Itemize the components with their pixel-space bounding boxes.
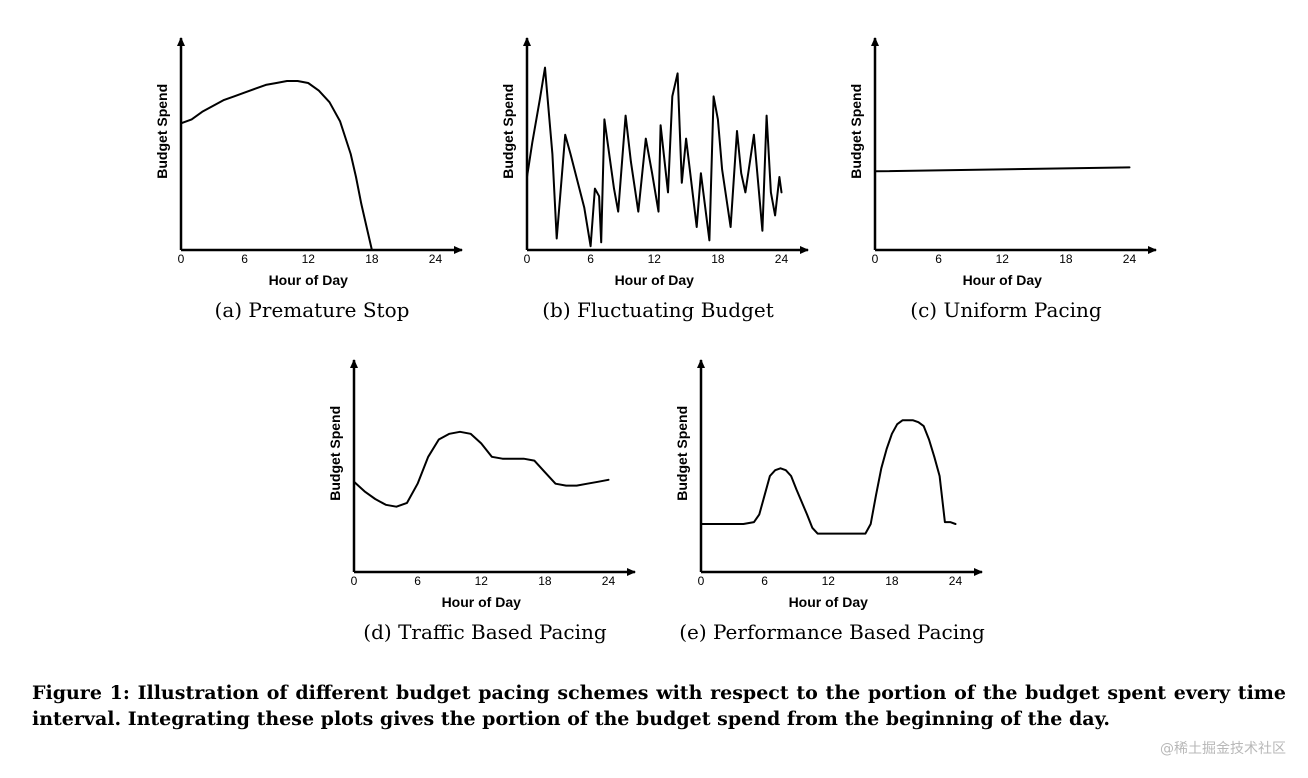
x-tick-label: 24 [429, 252, 443, 266]
x-tick-label: 12 [648, 252, 662, 266]
chart-panel: 0 6 12 18 24 Hour of Day Budget Spend (a) Prema… [154, 37, 463, 322]
x-tick-label: 12 [996, 252, 1010, 266]
watermark: @稀土掘金技术社区 [1160, 741, 1286, 757]
x-axis-label: Hour of Day [442, 594, 522, 610]
chart-panel: 0 6 12 18 24 Hour of Day Budget Spend (c) Unifo… [848, 37, 1157, 322]
y-axis-label: Budget Spend [154, 84, 170, 179]
x-tick-label: 12 [302, 252, 316, 266]
x-tick-label: 6 [414, 574, 421, 588]
series-line [180, 80, 373, 251]
x-tick-label: 0 [524, 252, 531, 266]
x-tick-label: 6 [761, 574, 768, 588]
x-tick-label: 0 [351, 574, 358, 588]
subfigure-caption: (d) Traffic Based Pacing [363, 620, 607, 644]
x-tick-label: 6 [241, 252, 248, 266]
x-axis-label: Hour of Day [615, 272, 695, 288]
x-tick-label: 18 [711, 252, 725, 266]
y-axis-label: Budget Spend [674, 406, 690, 501]
series-line [526, 66, 783, 248]
series-line [700, 419, 957, 535]
series-line [353, 430, 610, 508]
y-axis-label: Budget Spend [848, 84, 864, 179]
x-tick-label: 18 [365, 252, 379, 266]
chart-panel: 0 6 12 18 24 Hour of Day Budget Spend (e) Perfo… [674, 359, 985, 644]
series-line [874, 166, 1131, 173]
subfigure-caption: (b) Fluctuating Budget [542, 298, 774, 322]
x-axis-label: Hour of Day [269, 272, 349, 288]
y-axis-label: Budget Spend [500, 84, 516, 179]
x-tick-label: 18 [1059, 252, 1073, 266]
x-axis-label: Hour of Day [963, 272, 1043, 288]
x-tick-label: 12 [475, 574, 489, 588]
x-tick-label: 0 [178, 252, 185, 266]
x-tick-label: 0 [698, 574, 705, 588]
figure-caption: Figure 1: Illustration of different budg… [32, 682, 1286, 730]
x-tick-label: 24 [1123, 252, 1137, 266]
x-tick-label: 6 [935, 252, 942, 266]
chart-panel: 0 6 12 18 24 Hour of Day Budget Spend (b) Fluct… [500, 37, 809, 322]
x-axis-label: Hour of Day [789, 594, 869, 610]
subfigure-caption: (c) Uniform Pacing [910, 298, 1102, 322]
x-tick-label: 24 [949, 574, 963, 588]
y-axis-label: Budget Spend [327, 406, 343, 501]
x-tick-label: 18 [538, 574, 552, 588]
x-tick-label: 12 [822, 574, 836, 588]
x-tick-label: 24 [775, 252, 789, 266]
chart-panel: 0 6 12 18 24 Hour of Day Budget Spend (d) Traff… [327, 359, 636, 644]
x-tick-label: 18 [885, 574, 899, 588]
subfigure-caption: (a) Premature Stop [215, 298, 410, 322]
x-tick-label: 24 [602, 574, 616, 588]
x-tick-label: 6 [587, 252, 594, 266]
subfigure-caption: (e) Performance Based Pacing [679, 620, 985, 644]
x-tick-label: 0 [872, 252, 879, 266]
